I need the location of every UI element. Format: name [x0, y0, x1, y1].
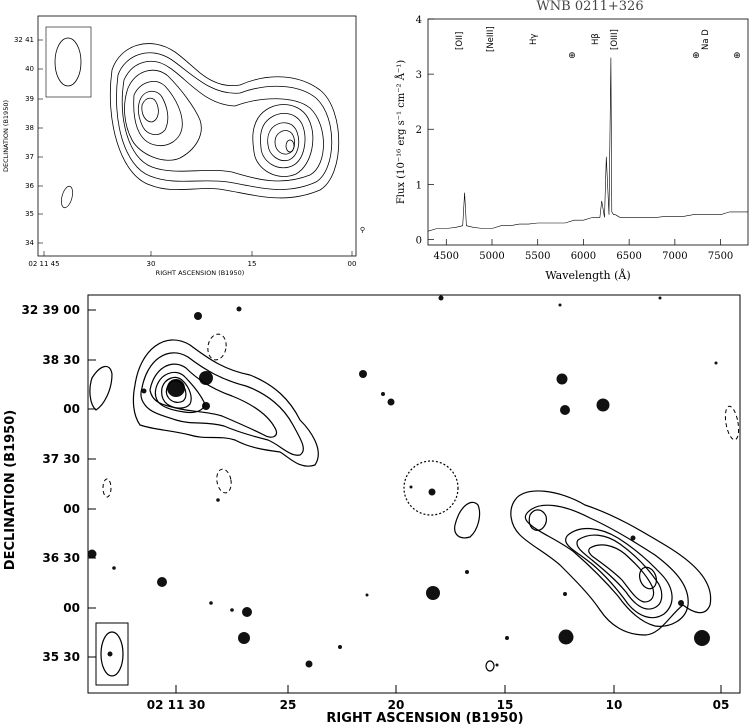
image-frame	[87, 294, 741, 694]
beam-ellipse	[54, 37, 82, 87]
emission-line-labels: [OII] [NeIII] Hγ Hβ [OIII] Na D	[455, 26, 711, 52]
map-marker-glyph: ⚲	[360, 226, 365, 234]
spectrum-axes: 4500 5000 5500 6000 6500 7000 7500 0 1 2 3 4	[416, 15, 734, 262]
x-tick-label: 25	[280, 698, 297, 712]
line-label: Hγ	[529, 34, 539, 45]
spectrum-panel: WNB 0211+326 4500 5000 5500 6000 6500 7000 750…	[370, 0, 750, 285]
y-tick-label: 00	[63, 402, 80, 416]
y-tick-label: 37	[25, 153, 34, 161]
y-axis-label: Flux (10⁻¹⁶ erg s⁻¹ cm⁻² Å⁻¹)	[395, 60, 407, 204]
radio-contour-map-panel: 32 41 40 39 38 37 36 35 34 02 11 45 30 1…	[0, 0, 370, 285]
y-tick-label: 3	[416, 70, 422, 81]
negative-contours	[102, 333, 740, 498]
contour	[61, 185, 73, 209]
y-tick-label: 38	[25, 124, 34, 132]
line-label: Na D	[701, 29, 711, 50]
y-tick-label: 32 39 00	[22, 303, 80, 317]
x-tick-label: 15	[248, 260, 257, 268]
x-tick-label: 6500	[616, 251, 641, 262]
x-tick-label: 05	[713, 698, 730, 712]
x-axis-label: RIGHT ASCENSION (B1950)	[156, 269, 245, 277]
line-label: [NeIII]	[486, 26, 496, 52]
optical-overlay-panel: 32 39 00 38 30 00 37 30 00 36 30 00 35 3…	[0, 290, 750, 726]
radio-contours-lobe-a	[89, 339, 319, 467]
x-tick-label: 7000	[662, 251, 687, 262]
plot-frame	[427, 18, 749, 246]
y-tick-label: 00	[63, 502, 80, 516]
beam-box	[95, 622, 129, 686]
axis-ticks	[88, 309, 722, 693]
y-tick-label: 38 30	[42, 353, 80, 367]
earth-symbol-icon: ⊕	[733, 51, 741, 61]
line-label: Hβ	[591, 33, 601, 45]
y-tick-label: 40	[25, 65, 34, 73]
chart-title: WNB 0211+326	[536, 0, 643, 14]
x-tick-label: 02 11 30	[147, 698, 205, 712]
y-tick-label: 1	[416, 180, 422, 191]
y-tick-label: 37 30	[42, 452, 80, 466]
x-tick-label: 00	[348, 260, 357, 268]
y-axis-label: DECLINATION (B1950)	[3, 410, 18, 570]
radio-contour-map: 32 41 40 39 38 37 36 35 34 02 11 45 30 1…	[2, 15, 365, 277]
x-tick-label: 6000	[571, 251, 596, 262]
y-tick-label: 4	[416, 15, 422, 26]
line-label: [OIII]	[610, 29, 620, 50]
y-tick-label: 39	[25, 95, 34, 103]
spectrum-chart: WNB 0211+326 4500 5000 5500 6000 6500 7000 750…	[395, 0, 749, 282]
x-tick-label: 20	[388, 698, 405, 712]
beam-box	[45, 26, 92, 98]
y-tick-label: 36 30	[42, 551, 80, 565]
x-tick-label: 30	[147, 260, 156, 268]
x-axis-label: Wavelength (Å)	[545, 268, 630, 282]
beam-ellipse	[100, 631, 124, 677]
x-tick-label: 15	[497, 698, 514, 712]
y-tick-label: 35 30	[42, 650, 80, 664]
x-tick-label: 02 11 45	[28, 260, 59, 268]
x-tick-label: 10	[606, 698, 623, 712]
y-tick-label: 0	[416, 235, 422, 246]
y-tick-label: 36	[25, 182, 34, 190]
y-tick-label: 35	[25, 210, 34, 218]
x-tick-label: 4500	[434, 251, 459, 262]
optical-id-circle	[403, 460, 459, 516]
x-tick-label: 5500	[525, 251, 550, 262]
y-tick-label: 2	[416, 125, 422, 136]
optical-stars	[87, 295, 718, 668]
y-tick-label: 32 41	[14, 36, 34, 44]
y-tick-label: 00	[63, 601, 80, 615]
line-label: [OII]	[455, 32, 465, 50]
optical-overlay-map: 32 39 00 38 30 00 37 30 00 36 30 00 35 3…	[3, 294, 741, 726]
map-frame	[37, 15, 357, 257]
source-contours	[109, 43, 340, 199]
y-axis-label: DECLINATION (B1950)	[2, 100, 10, 172]
y-tick-label: 34	[25, 239, 34, 247]
earth-symbol-icon: ⊕	[568, 51, 576, 61]
radio-contours-lobe-b	[454, 490, 712, 672]
x-axis-label: RIGHT ASCENSION (B1950)	[326, 711, 523, 724]
atmospheric-band-markers: ⊕ ⊕ ⊕	[568, 51, 741, 61]
x-tick-label: 7500	[708, 251, 733, 262]
spectrum-line	[427, 57, 748, 232]
x-tick-label: 5000	[479, 251, 504, 262]
earth-symbol-icon: ⊕	[692, 51, 700, 61]
